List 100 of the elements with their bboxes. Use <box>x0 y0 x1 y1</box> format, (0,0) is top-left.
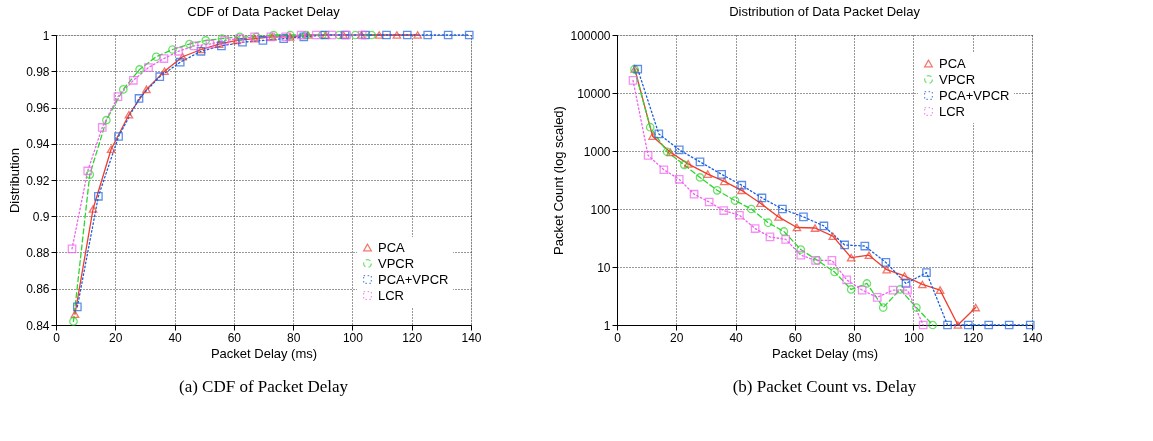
point <box>113 92 123 101</box>
point <box>735 210 744 220</box>
point <box>464 30 474 40</box>
point <box>819 221 829 231</box>
y-tick-label: 0.9 <box>32 209 50 224</box>
point <box>69 317 78 326</box>
legend-label: PCA+VPCR <box>939 87 1010 103</box>
point <box>830 267 839 277</box>
point <box>361 30 370 40</box>
x-axis-title: Packet Delay (ms) <box>210 345 318 361</box>
point <box>674 174 684 184</box>
legend-label: PCA+VPCR <box>378 271 449 287</box>
y-tick-label: 0.84 <box>26 318 50 333</box>
y-tick-label: 0.88 <box>26 246 50 260</box>
point <box>704 197 714 207</box>
point <box>413 31 422 39</box>
point <box>912 303 921 312</box>
point <box>922 268 931 277</box>
point <box>85 170 95 179</box>
point <box>778 204 787 214</box>
legend-label: PCA <box>378 239 406 255</box>
point <box>205 39 215 49</box>
point <box>840 240 850 250</box>
point <box>827 256 837 265</box>
point <box>730 196 740 205</box>
point <box>367 30 377 40</box>
point <box>142 85 151 94</box>
legend-label: LCR <box>939 103 966 119</box>
point <box>857 285 867 295</box>
x-tick-label: 80 <box>847 330 862 345</box>
point <box>953 321 963 329</box>
point <box>648 132 657 141</box>
point <box>88 205 98 213</box>
y-tick-label: 100 <box>590 202 611 217</box>
point <box>888 285 898 295</box>
point <box>796 250 806 260</box>
x-axis-title: Packet Delay (ms) <box>771 345 879 361</box>
point <box>155 72 165 82</box>
point <box>900 272 909 280</box>
point <box>828 232 838 241</box>
x-tick-label: 100 <box>903 330 925 345</box>
point <box>846 253 856 262</box>
point <box>717 170 726 179</box>
point <box>842 275 852 285</box>
x-tick-label: 40 <box>729 330 744 345</box>
point <box>719 177 729 186</box>
x-tick-label: 100 <box>342 330 364 345</box>
point <box>135 65 144 74</box>
point <box>129 75 138 85</box>
point <box>374 31 384 39</box>
point <box>872 292 882 302</box>
point <box>963 320 973 330</box>
point <box>799 212 808 222</box>
point <box>895 285 905 294</box>
point <box>382 30 391 40</box>
point <box>737 186 746 195</box>
point <box>118 85 128 94</box>
point <box>178 52 187 61</box>
x-tick-label: 20 <box>670 330 684 345</box>
point <box>160 67 169 76</box>
y-axis-title: Packet Count (log scaled) <box>551 106 567 255</box>
point <box>703 170 713 178</box>
point <box>659 165 669 175</box>
y-tick-label: 1000 <box>583 144 611 159</box>
text: (a) CDF of Packet Delay <box>178 377 349 396</box>
point <box>917 280 927 289</box>
point <box>238 37 247 47</box>
point <box>106 145 116 154</box>
x-tick-label: 0 <box>53 330 61 345</box>
point <box>746 204 756 214</box>
point <box>311 30 321 40</box>
point <box>810 224 820 232</box>
point <box>695 173 705 182</box>
point <box>144 63 153 72</box>
point <box>862 279 872 288</box>
chart-title: Distribution of Data Packet Delay <box>729 4 921 19</box>
legend-label: VPCR <box>378 255 415 271</box>
legend-label: LCR <box>378 287 405 303</box>
point <box>864 251 874 260</box>
x-tick-label: 80 <box>286 330 301 345</box>
point <box>633 64 643 74</box>
x-tick-label: 60 <box>227 330 242 345</box>
point <box>645 122 655 132</box>
point <box>83 166 93 176</box>
x-tick-label: 20 <box>109 330 123 345</box>
point <box>796 245 806 254</box>
point <box>159 54 169 63</box>
point <box>918 320 928 330</box>
point <box>984 320 994 330</box>
point <box>643 151 653 160</box>
point <box>402 30 412 40</box>
point <box>765 232 775 242</box>
point <box>943 320 952 330</box>
y-tick-label: 100000 <box>570 28 611 43</box>
y-tick-label: 1 <box>42 28 50 43</box>
point <box>878 303 888 312</box>
point <box>94 191 103 201</box>
chart-title: CDF of Data Packet Delay <box>187 3 341 19</box>
y-tick-label: 0.98 <box>26 64 50 79</box>
point <box>628 76 638 85</box>
